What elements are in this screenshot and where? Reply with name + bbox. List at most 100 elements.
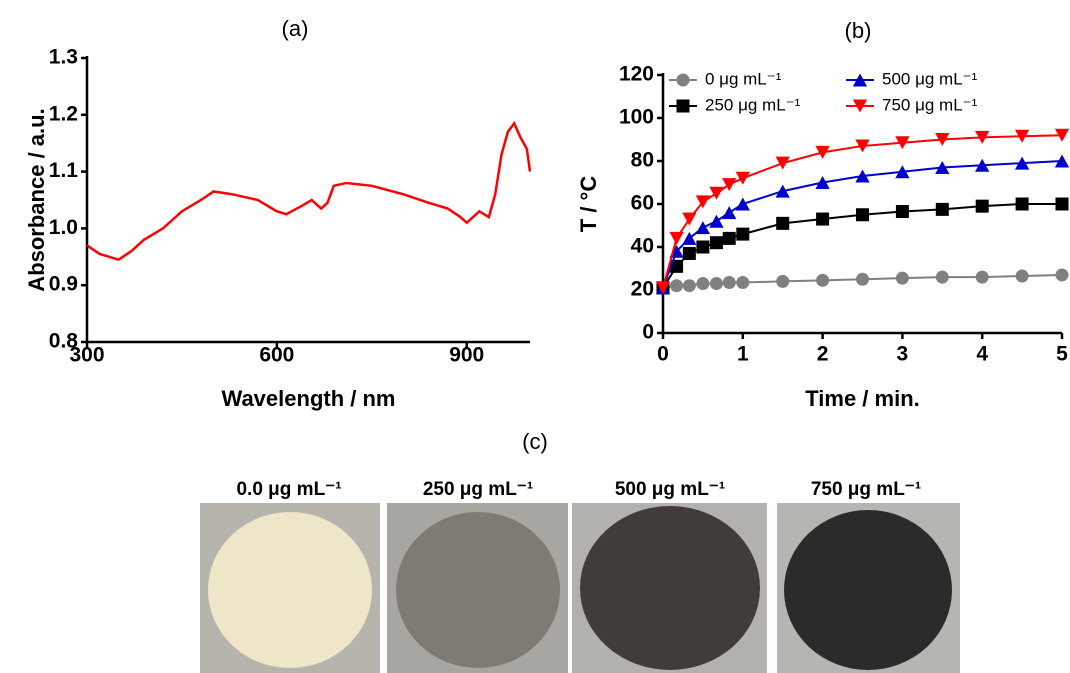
marker	[935, 160, 950, 174]
y-tick-label: 20	[631, 278, 654, 301]
marker	[935, 133, 950, 146]
marker	[856, 272, 869, 286]
marker	[670, 259, 684, 273]
marker	[975, 130, 990, 144]
marker	[735, 171, 750, 185]
legend-label: 500 μg mL⁻¹	[882, 69, 978, 88]
marker	[722, 206, 737, 220]
marker	[695, 195, 711, 209]
marker	[775, 184, 790, 198]
y-tick-label: 1.2	[49, 102, 78, 125]
x-tick-label: 2	[817, 343, 829, 366]
marker	[682, 279, 696, 293]
legend-marker	[852, 73, 868, 87]
marker	[776, 274, 790, 288]
y-tick-label: 1.0	[49, 216, 78, 239]
y-tick-label: 1.3	[49, 46, 78, 69]
marker	[669, 231, 684, 245]
x-tick-label: 1	[737, 343, 749, 366]
legend-label: 250 μg mL⁻¹	[705, 95, 801, 114]
photo-label: 500 μg mL⁻¹	[615, 479, 725, 500]
x-tick-label: 300	[69, 344, 104, 367]
disc	[580, 506, 760, 670]
marker	[935, 202, 949, 216]
marker	[709, 277, 723, 291]
marker	[1055, 268, 1069, 282]
marker	[696, 240, 710, 254]
marker	[815, 145, 830, 159]
marker	[696, 277, 710, 291]
marker	[1055, 197, 1069, 211]
marker	[709, 186, 724, 200]
marker	[722, 275, 736, 289]
legend-marker	[676, 99, 690, 113]
marker	[655, 281, 671, 295]
marker	[1054, 154, 1070, 168]
y-tick-label: 60	[631, 192, 654, 215]
marker	[776, 216, 790, 230]
marker	[855, 169, 870, 183]
chart-title: (b)	[845, 18, 872, 43]
marker	[975, 158, 990, 172]
photo-label: 0.0 μg mL⁻¹	[236, 479, 341, 500]
y-tick-label: 100	[619, 106, 654, 129]
marker	[1015, 269, 1029, 283]
disc	[396, 512, 560, 668]
x-tick-label: 0	[657, 343, 669, 366]
legend-label: 0 μg mL⁻¹	[705, 69, 782, 88]
marker	[895, 136, 910, 150]
marker	[816, 212, 830, 226]
marker	[670, 279, 684, 293]
marker	[855, 139, 870, 153]
y-tick-label: 0	[642, 321, 654, 344]
marker	[856, 208, 869, 222]
y-tick-label: 0.9	[49, 273, 78, 296]
disc	[784, 510, 952, 670]
photo-label: 750 μg mL⁻¹	[811, 479, 921, 500]
marker	[682, 212, 697, 226]
marker	[709, 236, 723, 250]
marker	[895, 271, 909, 285]
marker	[695, 221, 711, 235]
x-tick-label: 900	[449, 344, 484, 367]
y-tick-label: 40	[631, 235, 654, 258]
x-tick-label: 3	[897, 343, 909, 366]
marker	[682, 246, 696, 260]
marker	[1014, 156, 1030, 170]
marker	[722, 231, 736, 245]
marker	[775, 156, 790, 170]
marker	[815, 176, 830, 189]
marker	[722, 178, 737, 192]
marker	[935, 270, 949, 284]
x-axis-label: Time / min.	[805, 386, 920, 411]
x-axis-label: Wavelength / nm	[222, 386, 396, 411]
marker	[736, 227, 750, 241]
legend-marker	[852, 99, 868, 113]
photos	[200, 503, 960, 673]
marker	[816, 273, 830, 287]
y-tick-label: 120	[619, 63, 654, 86]
y-tick-label: 0.8	[49, 330, 79, 353]
marker	[975, 199, 989, 213]
marker	[735, 197, 750, 211]
photo-label: 250 μg mL⁻¹	[423, 479, 533, 500]
line	[86, 120, 532, 262]
marker	[709, 214, 724, 228]
marker	[895, 165, 910, 179]
marker	[1015, 197, 1029, 211]
marker	[682, 231, 697, 245]
x-tick-label: 600	[259, 344, 294, 367]
y-axis-label: T / °C	[576, 176, 601, 233]
marker	[895, 205, 909, 219]
y-tick-label: 1.1	[49, 159, 79, 182]
disc	[208, 512, 372, 668]
marker	[1054, 128, 1070, 142]
chart-title: (a)	[282, 16, 309, 41]
marker	[975, 270, 989, 284]
legend-marker	[676, 73, 690, 87]
legend-label: 750 μg mL⁻¹	[882, 95, 978, 114]
panel-title: (c)	[522, 429, 548, 454]
y-tick-label: 80	[631, 149, 654, 172]
y-axis-label: Absorbance / a.u.	[24, 108, 49, 291]
